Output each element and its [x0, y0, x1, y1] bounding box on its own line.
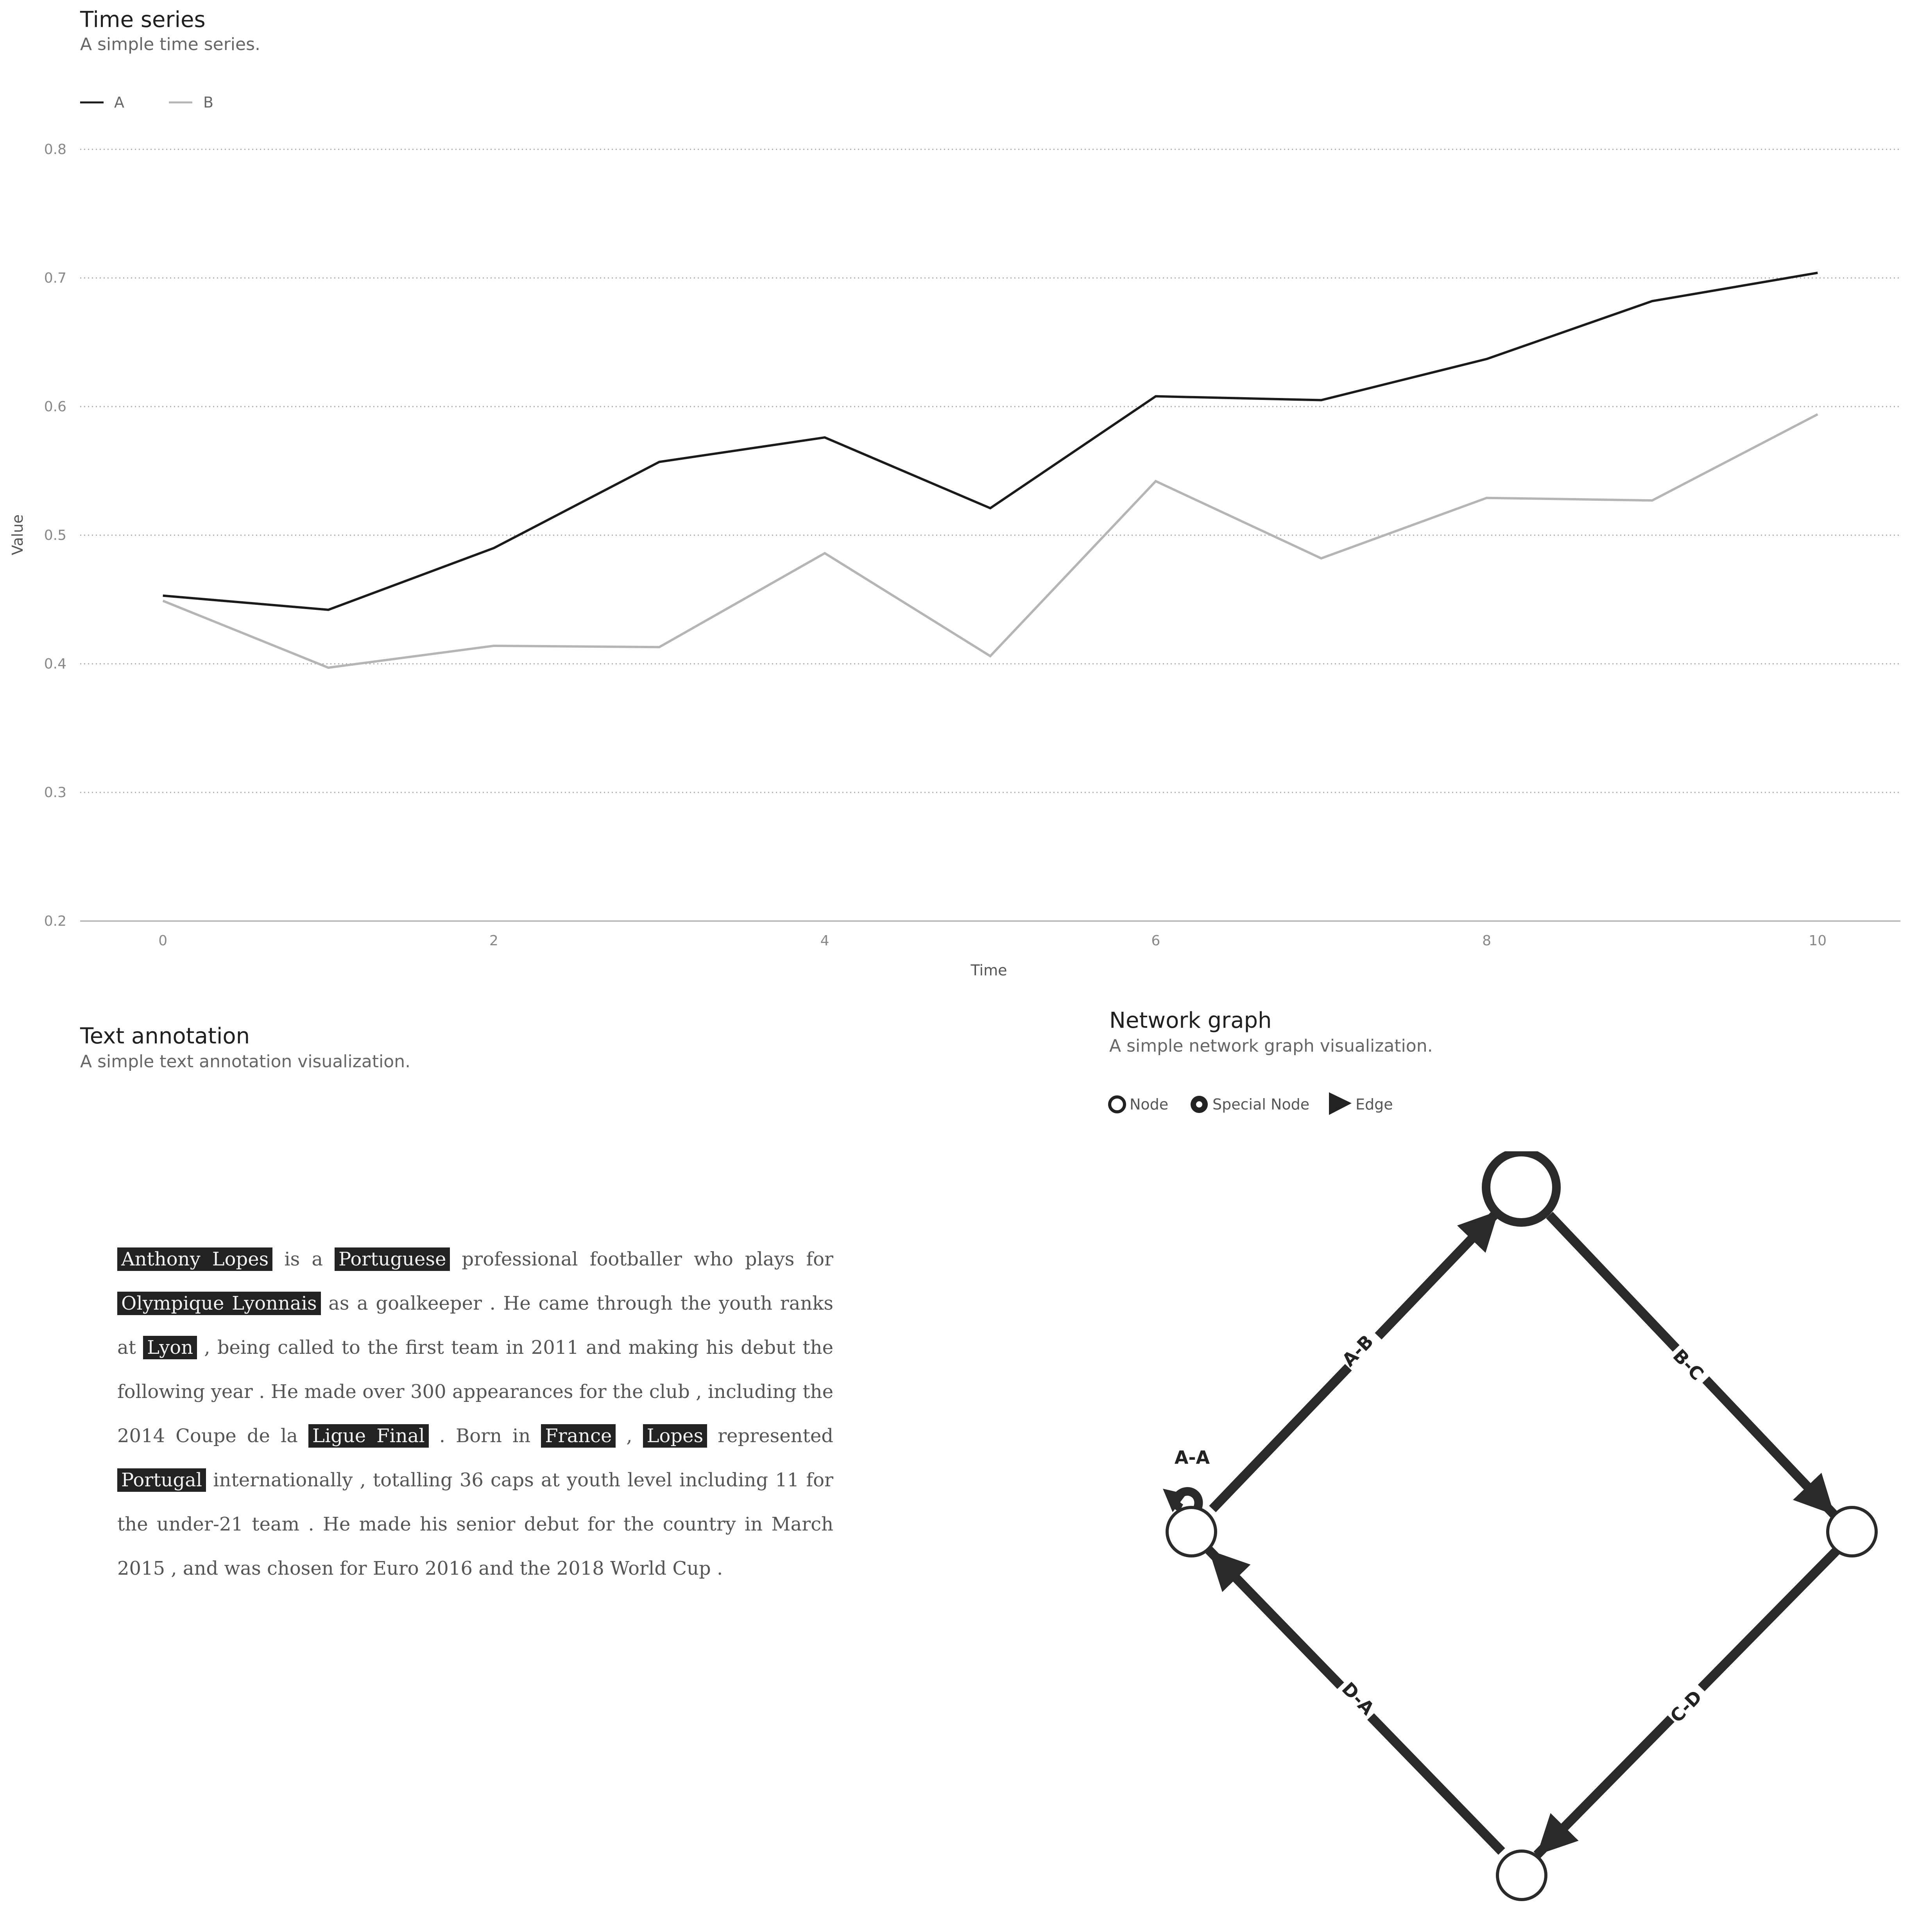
y-tick-label: 0.4 [44, 656, 66, 672]
edge-label-bg-a-b [1330, 1318, 1391, 1379]
text-segment: represented [707, 1425, 834, 1447]
x-tick-label: 8 [1482, 933, 1491, 949]
entity-highlight: Lopes [643, 1424, 707, 1448]
x-tick-label: 10 [1809, 933, 1827, 949]
time-series-subtitle: A simple time series. [80, 34, 260, 54]
series-line-a [163, 271, 1818, 611]
annotated-text: Anthony Lopes is a Portuguese profession… [117, 1237, 833, 1591]
edge-a-a [1171, 1487, 1203, 1512]
special-node-legend-icon [1191, 1096, 1208, 1113]
time-series-legend: A B [80, 94, 213, 111]
series-line-b [162, 413, 1818, 669]
special-node-legend-dot [1196, 1101, 1202, 1108]
node-legend-icon [1108, 1095, 1126, 1113]
edge-a-b [1209, 1207, 1502, 1513]
entity-highlight: Lyon [143, 1336, 197, 1359]
x-tick-label: 2 [489, 933, 498, 949]
node-d [1496, 1850, 1547, 1901]
edge-label-a-a: A-A [1175, 1447, 1210, 1468]
node-b [1482, 1151, 1561, 1227]
edge-c-d [1533, 1547, 1841, 1859]
entity-highlight: Portuguese [335, 1247, 450, 1271]
entity-highlight: Olympique Lyonnais [117, 1292, 321, 1315]
network-legend: Node Special Node Edge [1108, 1092, 1393, 1115]
y-axis: 0.2 0.3 0.4 0.5 0.6 0.7 0.8 [44, 142, 66, 929]
y-tick-label: 0.8 [44, 142, 66, 158]
network-graph-subtitle: A simple network graph visualization. [1109, 1036, 1433, 1056]
y-tick-label: 0.6 [44, 399, 66, 415]
text-segment: , [616, 1425, 643, 1447]
y-tick-label: 0.2 [44, 913, 66, 929]
x-axis: 0 2 4 6 8 10 [158, 933, 1827, 949]
node-a [1166, 1506, 1217, 1557]
text-annotation-subtitle: A simple text annotation visualization. [80, 1052, 411, 1072]
text-segment: professional footballer who plays for [450, 1248, 833, 1270]
plot-area [162, 271, 1818, 669]
text-segment: internationally , totalling 36 caps at y… [117, 1469, 833, 1579]
edge-label-d-a: D-A [1338, 1678, 1379, 1719]
time-series-chart: A B 0.2 0.3 0.4 0.5 0.6 0.7 0.8 0 2 4 6 8 10 Time V… [9, 94, 1900, 979]
text-annotation-title: Text annotation [80, 1023, 250, 1049]
y-tick-label: 0.3 [44, 785, 66, 801]
y-tick-label: 0.5 [44, 527, 66, 543]
edge-label-b-c: B-C [1669, 1345, 1708, 1385]
network-graph-title: Network graph [1109, 1008, 1272, 1033]
entity-highlight: Portugal [117, 1468, 206, 1492]
edge-label-c-d: C-D [1666, 1686, 1706, 1727]
entity-highlight: Ligue Final [308, 1424, 429, 1448]
y-axis-title: Value [9, 514, 26, 555]
text-segment: as a goalkeeper . He came through the yo… [117, 1292, 833, 1358]
x-tick-label: 4 [820, 933, 829, 949]
text-segment: is a [272, 1248, 335, 1270]
edge-legend-icon [1329, 1092, 1352, 1115]
time-series-title: Time series [80, 7, 206, 32]
entity-highlight: Anthony Lopes [117, 1247, 273, 1271]
x-tick-label: 6 [1151, 933, 1160, 949]
legend-label-a: A [114, 94, 124, 111]
grid [80, 149, 1900, 922]
x-tick-label: 0 [158, 933, 167, 949]
edge-label-bg-d-a [1328, 1668, 1389, 1729]
special-node-legend-label: Special Node [1212, 1096, 1309, 1113]
edge-b-c [1546, 1212, 1838, 1518]
text-segment: . Born in [428, 1425, 541, 1447]
node-legend-label: Node [1130, 1096, 1168, 1113]
edge-label-bg-b-c [1658, 1336, 1719, 1397]
edge-a-a-arrowhead [1163, 1489, 1186, 1512]
node-c [1826, 1506, 1878, 1557]
y-tick-label: 0.7 [44, 270, 66, 286]
edge-label-a-b: A-B [1338, 1331, 1377, 1371]
x-axis-title: Time [971, 962, 1007, 979]
legend-label-b: B [203, 94, 213, 111]
text-segment: , being called to the first team in 2011… [117, 1337, 833, 1447]
entity-highlight: France [541, 1424, 616, 1448]
edge-legend-label: Edge [1356, 1096, 1393, 1113]
edge-label-bg-c-d [1657, 1674, 1718, 1735]
edge-d-a [1205, 1547, 1505, 1855]
